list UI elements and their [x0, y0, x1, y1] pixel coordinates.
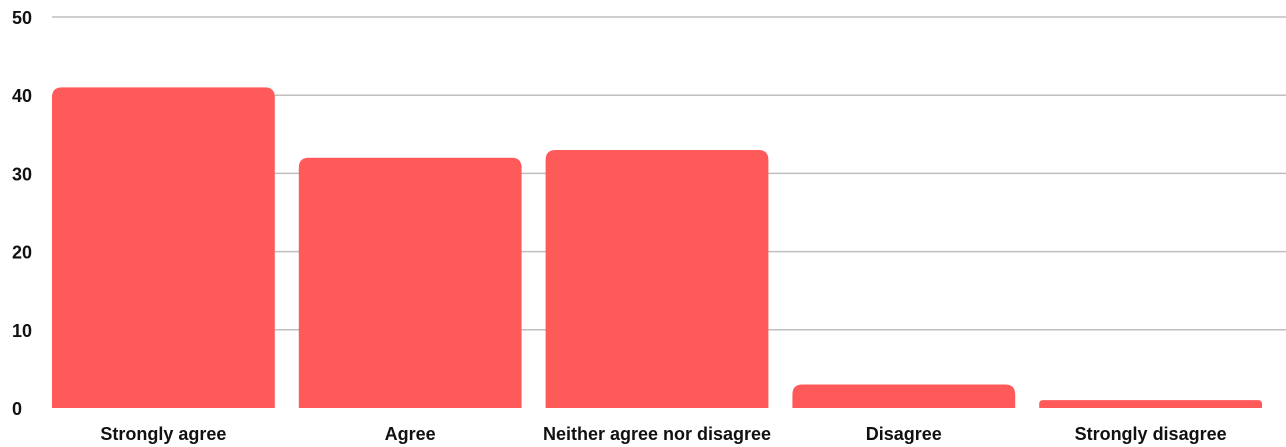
bars: [52, 87, 1262, 408]
x-category-label: Strongly disagree: [1075, 424, 1227, 444]
bar-neither-agree-nor-disagree: [545, 149, 769, 408]
y-tick-label: 40: [12, 86, 32, 106]
x-axis-labels: Strongly agree Agree Neither agree nor dis…: [100, 424, 1226, 444]
y-tick-label: 0: [12, 399, 22, 419]
y-tick-label: 10: [12, 321, 32, 341]
y-tick-label: 50: [12, 8, 32, 28]
x-category-label: Disagree: [866, 424, 942, 444]
y-tick-label: 20: [12, 243, 32, 263]
x-category-label: Neither agree nor disagree: [543, 424, 771, 444]
y-axis-ticks: 0 10 20 30 40 50: [12, 8, 32, 419]
x-category-label: Strongly agree: [100, 424, 226, 444]
x-category-label: Agree: [385, 424, 436, 444]
bar-disagree: [792, 384, 1016, 408]
bar-agree: [298, 157, 522, 408]
bar-strongly-disagree: [1039, 400, 1262, 408]
y-tick-label: 30: [12, 164, 32, 184]
bar-strongly-agree: [52, 87, 275, 408]
